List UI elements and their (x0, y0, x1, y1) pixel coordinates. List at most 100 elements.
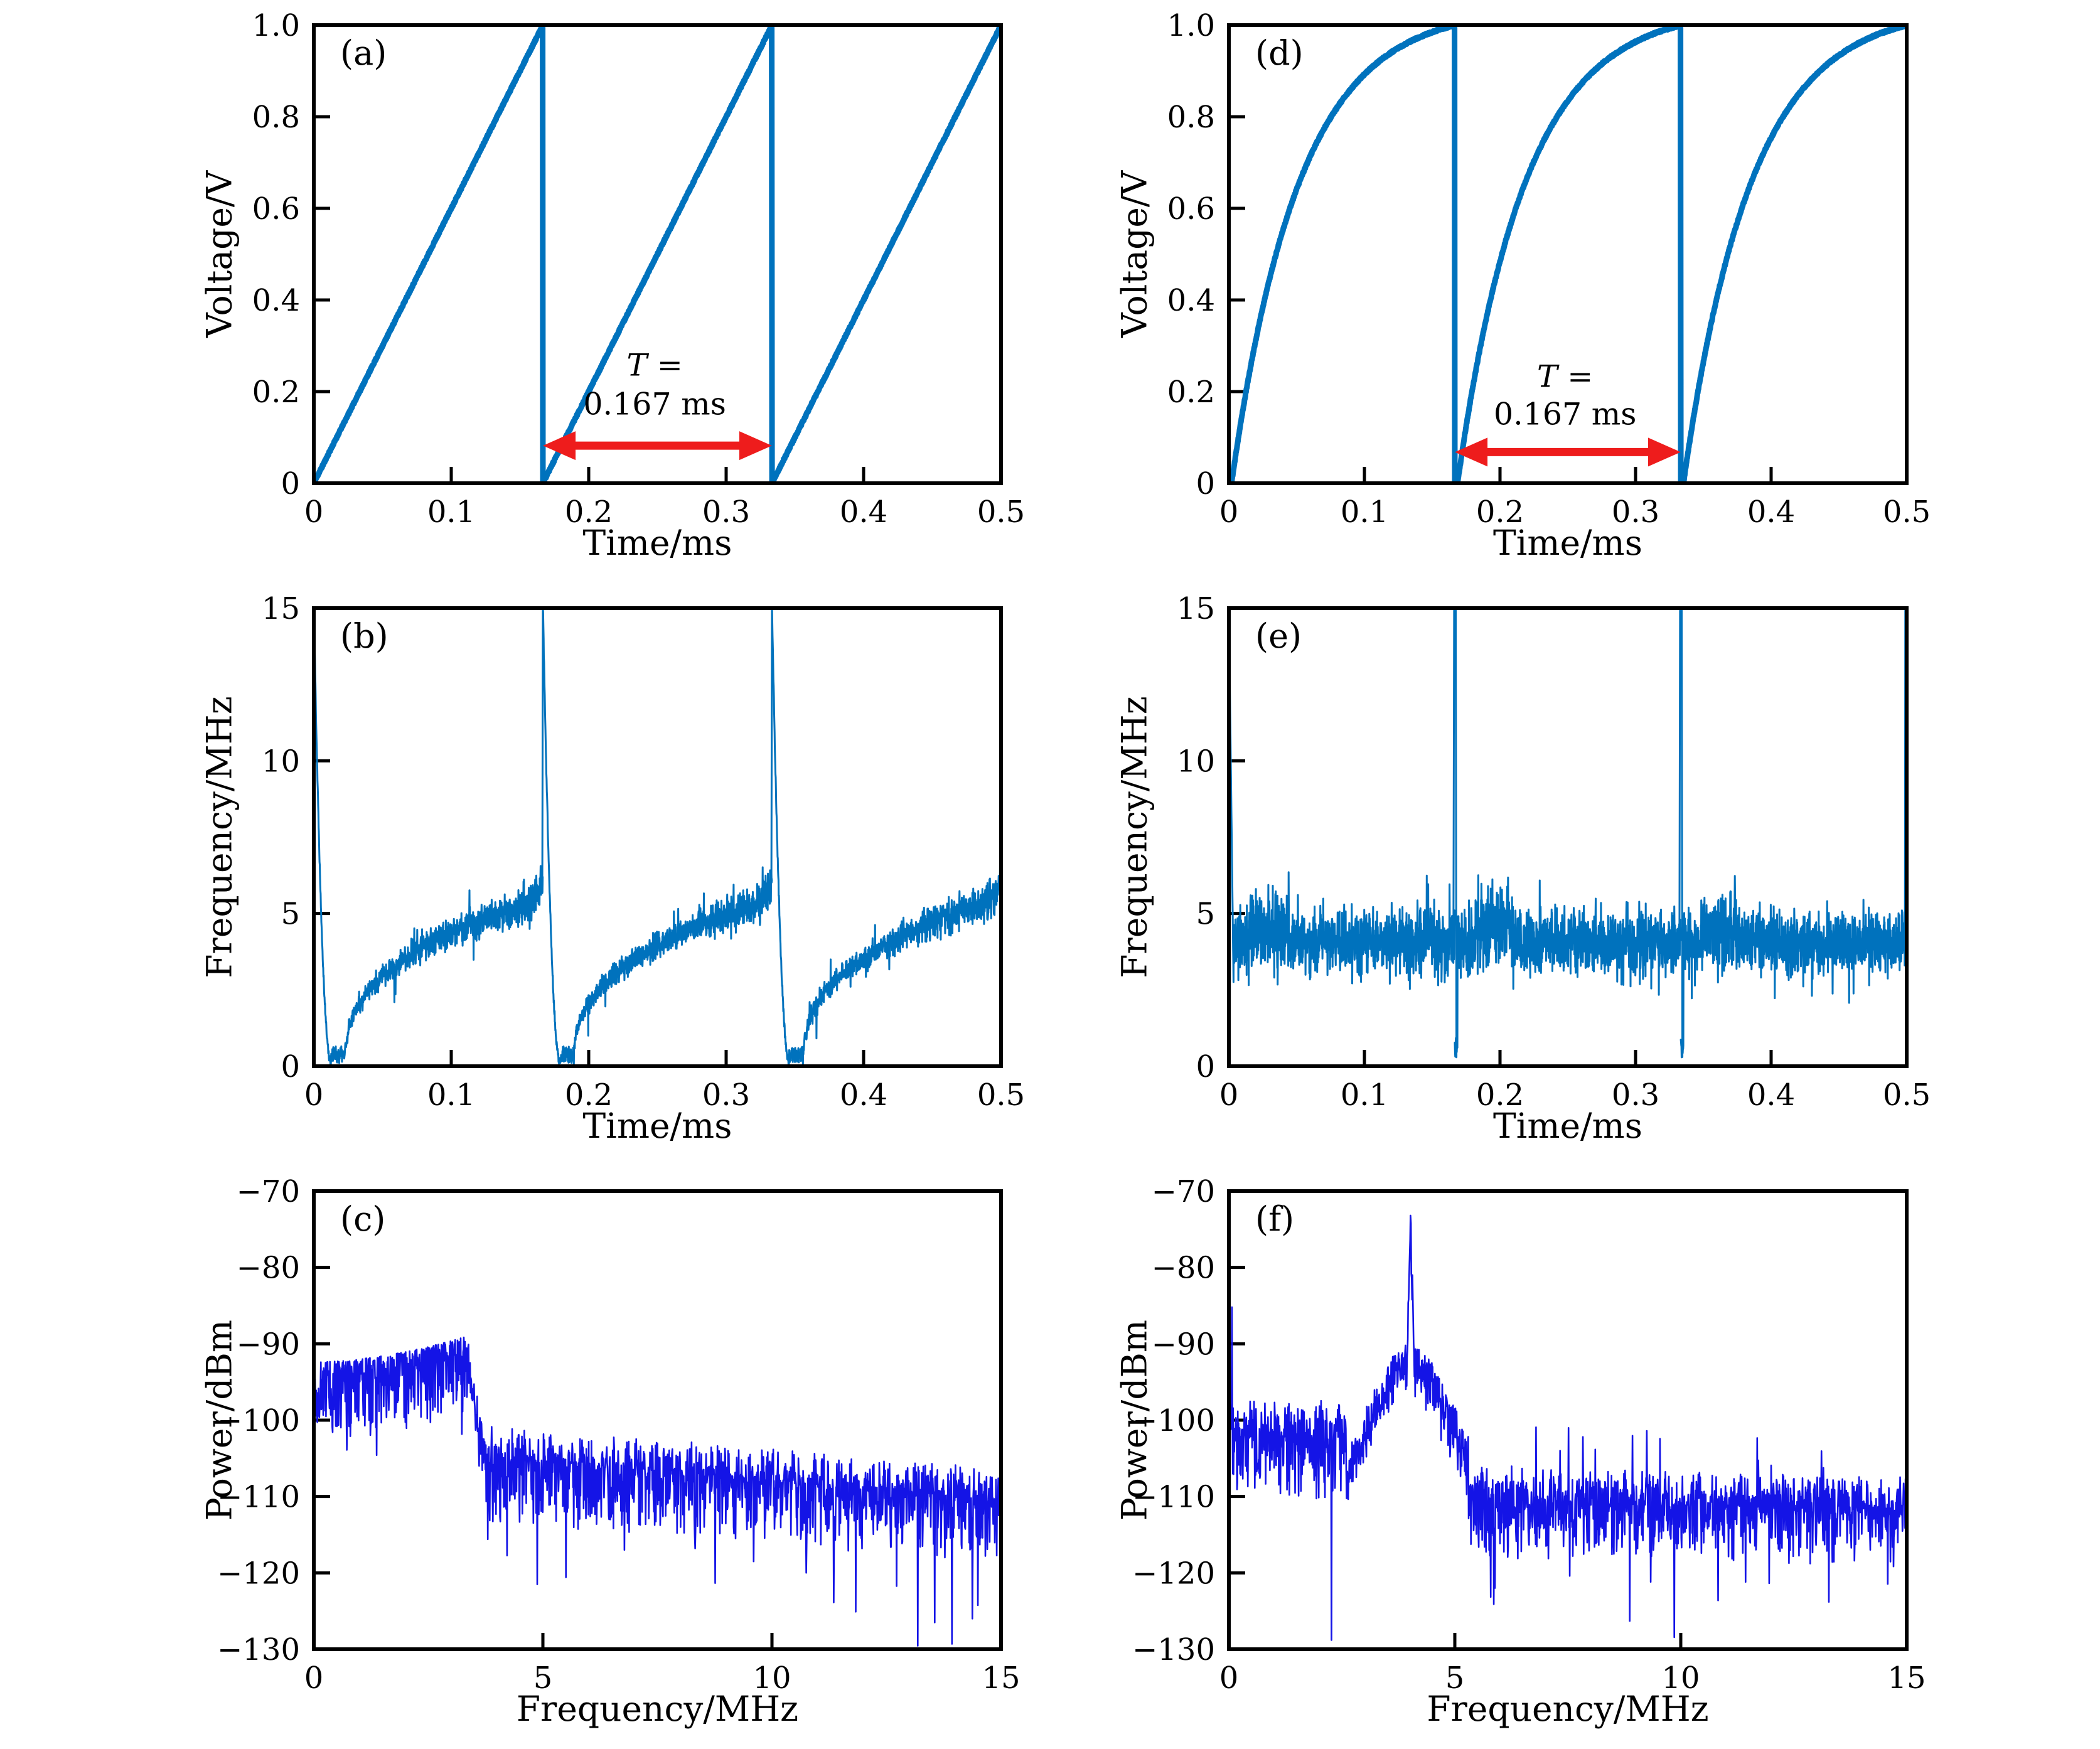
x-tick-label: 0.5 (1883, 495, 1931, 530)
x-tick-label: 0 (1219, 1661, 1239, 1696)
x-tick-label: 0.3 (702, 1078, 750, 1113)
series-path-f (1229, 1214, 1907, 1641)
x-axis-ticks: 0 0.1 0.2 0.3 0.4 0.5 (304, 467, 1025, 530)
period-annotation: T = 0.167 ms (543, 347, 772, 461)
series-path-c (314, 1336, 1001, 1647)
y-tick-label: 0.4 (1167, 283, 1215, 318)
x-tick-label: 5 (1445, 1661, 1465, 1696)
y-tick-label: 0.6 (1167, 191, 1215, 227)
y-tick-label: 10 (1177, 744, 1215, 779)
panel-label-f: (f) (1255, 1199, 1295, 1239)
x-axis-title-b: Time/ms (582, 1106, 732, 1146)
y-tick-label: −130 (217, 1632, 300, 1667)
y-tick-label: 0 (1196, 1049, 1215, 1084)
panel-label-c: (c) (340, 1199, 386, 1239)
y-tick-label: 0.4 (252, 283, 300, 318)
x-tick-label: 0.1 (1341, 495, 1388, 530)
series-path-a (314, 25, 1001, 483)
x-tick-label: 0.5 (1883, 1078, 1931, 1113)
y-tick-label: 0 (281, 466, 300, 501)
annotation-line1: T = (1537, 359, 1593, 395)
y-axis-title-f: Power/dBm (1114, 1319, 1155, 1521)
x-tick-label: 10 (1661, 1661, 1700, 1696)
plot-frame (312, 606, 1003, 1068)
panel-label-a: (a) (340, 33, 387, 73)
y-tick-label: −120 (217, 1556, 300, 1591)
series-path-e (1229, 608, 1907, 1059)
y-tick-label: 0 (1196, 466, 1215, 501)
x-tick-label: 0.3 (1612, 495, 1659, 530)
series-path-b (314, 608, 1001, 1066)
panel-e: 0 0.1 0.2 0.3 0.4 0.5 0 5 10 15 (e) Time/ms Frequ… (1050, 583, 2100, 1166)
series-path-d (1229, 25, 1907, 483)
arrow-head-left (1455, 437, 1488, 467)
y-axis-title-a: Voltage/V (199, 170, 240, 338)
x-tick-label: 0.1 (427, 1078, 475, 1113)
y-tick-label: −110 (1132, 1480, 1215, 1515)
y-tick-label: −80 (1152, 1251, 1215, 1286)
y-axis-ticks: 0 5 10 15 (1177, 591, 1245, 1084)
x-axis-ticks: 0 5 10 15 (304, 1633, 1021, 1696)
y-axis-ticks: −70 −80 −90 −100 −110 −120 −130 (1132, 1174, 1245, 1667)
y-tick-label: 10 (262, 744, 300, 779)
x-tick-label: 0 (304, 1078, 324, 1113)
y-tick-label: 0.8 (1167, 100, 1215, 135)
x-tick-label: 0.1 (427, 495, 475, 530)
y-tick-label: −90 (1152, 1327, 1215, 1362)
panel-a: 0 0.1 0.2 0.3 0.4 0.5 0 0.2 0.4 0.6 0.8 1.0 T = 0.167… (0, 0, 1050, 583)
x-tick-label: 15 (982, 1661, 1020, 1696)
panel-label-e: (e) (1255, 616, 1302, 656)
x-tick-label: 0.3 (1612, 1078, 1659, 1113)
y-tick-label: −110 (217, 1480, 300, 1515)
plot-frame (1227, 23, 1909, 485)
plot-frame (1227, 1189, 1909, 1651)
x-tick-label: 0.5 (977, 495, 1025, 530)
annotation-line2: 0.167 ms (1494, 397, 1636, 432)
x-tick-label: 0.4 (840, 1078, 887, 1113)
x-axis-title-d: Time/ms (1493, 523, 1642, 563)
x-axis-ticks: 0 5 10 15 (1219, 1633, 1926, 1696)
y-tick-label: 15 (1177, 591, 1215, 626)
panel-d: 0 0.1 0.2 0.3 0.4 0.5 0 0.2 0.4 0.6 0.8 1.0 T = 0.167… (1050, 0, 2100, 583)
chart-canvas-f: 0 5 10 15 −70 −80 −90 −100 −110 −120 −130 (1132, 1174, 1926, 1696)
x-tick-label: 15 (1887, 1661, 1926, 1696)
plot-frame (312, 23, 1003, 485)
x-tick-label: 0 (304, 1661, 324, 1696)
y-tick-label: 0.8 (252, 100, 300, 135)
arrow-head-right (1647, 437, 1681, 467)
x-tick-label: 0 (1219, 495, 1239, 530)
x-axis-ticks: 0 0.1 0.2 0.3 0.4 0.5 (1219, 1050, 1931, 1113)
x-tick-label: 0.5 (977, 1078, 1025, 1113)
x-axis-ticks: 0 0.1 0.2 0.3 0.4 0.5 (304, 1050, 1025, 1113)
y-tick-label: 5 (281, 897, 300, 932)
y-tick-label: 0 (281, 1049, 300, 1084)
x-tick-label: 0.4 (1747, 495, 1795, 530)
x-tick-label: 0.2 (1476, 495, 1524, 530)
x-axis-title-e: Time/ms (1493, 1106, 1642, 1146)
y-tick-label: −100 (1132, 1403, 1215, 1438)
x-axis-ticks: 0 0.1 0.2 0.3 0.4 0.5 (1219, 467, 1931, 530)
arrow-head-left (543, 431, 576, 461)
y-tick-label: −70 (237, 1174, 300, 1209)
x-tick-label: 0.3 (702, 495, 750, 530)
y-axis-title-b: Frequency/MHz (199, 696, 240, 978)
x-tick-label: 0 (1219, 1078, 1239, 1113)
y-tick-label: 15 (262, 591, 300, 626)
y-tick-label: 0.6 (252, 191, 300, 227)
arrow-head-right (739, 431, 772, 461)
annotation-line2: 0.167 ms (583, 387, 726, 422)
panel-label-d: (d) (1255, 33, 1304, 73)
y-tick-label: −130 (1132, 1632, 1215, 1667)
chart-canvas-c: 0 5 10 15 −70 −80 −90 −100 −110 −120 −130 (217, 1174, 1021, 1696)
panel-f: 0 5 10 15 −70 −80 −90 −100 −110 −120 −130 (f) Freq… (1050, 1166, 2100, 1749)
y-axis-title-d: Voltage/V (1114, 170, 1155, 338)
y-axis-ticks: 0 0.2 0.4 0.6 0.8 1.0 (1167, 8, 1245, 501)
plot-frame (312, 1189, 1003, 1651)
y-tick-label: −90 (237, 1327, 300, 1362)
x-tick-label: 10 (753, 1661, 791, 1696)
x-tick-label: 0.4 (840, 495, 887, 530)
plot-frame (1227, 606, 1909, 1068)
panel-c: 0 5 10 15 −70 −80 −90 −100 −110 −120 −130 (c) Freq… (0, 1166, 1050, 1749)
y-tick-label: 5 (1196, 897, 1215, 932)
